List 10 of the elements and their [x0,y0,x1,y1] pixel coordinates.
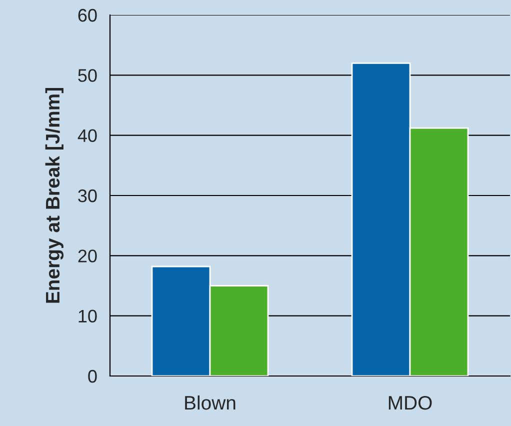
y-tick-label: 50 [78,69,97,82]
y-tick-label: 20 [78,250,97,262]
x-tick-label: Blown [185,395,236,410]
y-tick-label: 40 [78,129,97,142]
x-tick-label: MDO [388,396,432,410]
y-tick-label: 0 [88,370,97,383]
y-tick-label: 10 [78,310,97,323]
y-axis-title: Energy at Break [J/mm] [45,88,64,303]
y-tick-label: 60 [78,8,97,22]
y-tick-label: 30 [78,189,97,202]
